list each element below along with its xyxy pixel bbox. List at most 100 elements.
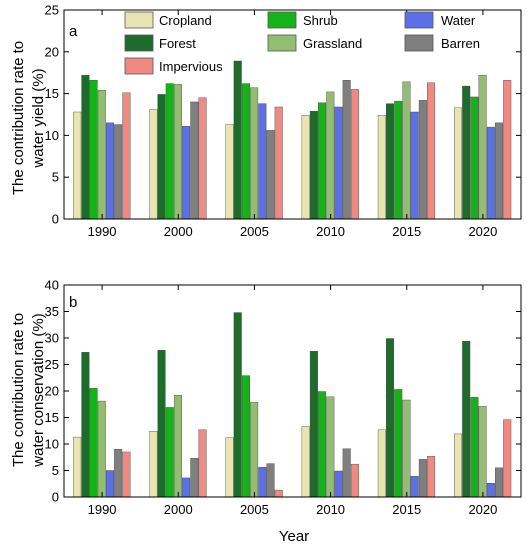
panel-b-bar-impervious-2020 (503, 419, 512, 498)
legend-label-water: Water (441, 13, 476, 28)
panel-a-bar-cropland-2020 (454, 107, 463, 220)
panel-a-bar-impervious-2000 (198, 97, 207, 220)
panel-b-bar-barren-2005 (266, 463, 275, 498)
panel-a-bar-shrub-2005 (241, 83, 250, 220)
panel-b-bar-impervious-2015 (427, 455, 436, 498)
panel-a-bar-water-2020 (486, 126, 495, 220)
panel-b-bar-cropland-2015 (377, 429, 386, 498)
panel-a-xtick-label-1: 2000 (164, 224, 193, 239)
panel-a-bar-impervious-2010 (350, 89, 359, 220)
panel-b-bar-water-2020 (486, 483, 495, 498)
panel-b-xtick-label-3: 2010 (316, 502, 345, 517)
panel-b-bar-forest-2005 (233, 312, 242, 498)
panel-a-bar-barren-2005 (266, 130, 275, 220)
panel-b-bar-shrub-1990 (89, 388, 98, 498)
panel-a-ylabel-line2: water yield (%) (30, 68, 47, 168)
legend-swatch-cropland (124, 11, 154, 29)
panel-a-bar-cropland-2010 (301, 115, 310, 220)
panel-a-bar-grassland-2015 (402, 81, 411, 220)
panel-b-bar-water-2000 (182, 477, 191, 498)
panel-b-bar-shrub-2015 (394, 389, 403, 498)
panel-a-bar-impervious-2020 (503, 80, 512, 220)
panel-a-bar-barren-2010 (342, 80, 351, 220)
panel-b: The contribution rate to water conservat… (10, 278, 522, 517)
legend-label-barren: Barren (441, 36, 480, 51)
panel-b-ytick-label-3: 15 (45, 410, 59, 425)
panel-a-bar-shrub-2010 (318, 102, 327, 220)
panel-b-bar-water-1990 (105, 470, 114, 498)
panel-a-bar-barren-1990 (114, 124, 123, 220)
panel-b-bar-cropland-2020 (454, 433, 463, 498)
panel-a-ylabel-line1: The contribution rate to (10, 41, 27, 195)
panel-a-label: a (69, 23, 78, 40)
panel-b-ylabel-line2: water conservation (%) (30, 313, 47, 467)
panel-b-bar-barren-2010 (342, 448, 351, 498)
panel-a-bar-cropland-2015 (377, 115, 386, 220)
panel-b-bar-cropland-2010 (301, 426, 310, 498)
panel-a-bar-grassland-2010 (326, 91, 335, 220)
panel-b-ytick-label-2: 10 (45, 437, 59, 452)
panel-a-bar-shrub-1990 (89, 80, 98, 220)
legend-label-impervious: Impervious (159, 59, 223, 74)
legend-swatch-forest (124, 34, 154, 52)
panel-a-bar-cropland-2005 (225, 124, 234, 220)
panel-b-bar-shrub-2005 (241, 375, 250, 498)
panel-b-bar-grassland-2020 (478, 406, 487, 498)
panel-a-xtick-label-0: 1990 (88, 224, 117, 239)
legend-swatch-shrub (267, 11, 297, 29)
panel-a-ytick-label-3: 15 (45, 86, 59, 101)
panel-b-bar-impervious-2005 (274, 489, 283, 498)
panel-b-ytick-label-7: 35 (45, 304, 59, 319)
panel-b-xtick-label-1: 2000 (164, 502, 193, 517)
panel-b-ytick-label-5: 25 (45, 357, 59, 372)
panel-b-frame (63, 284, 522, 498)
panel-a-bar-barren-2000 (190, 101, 199, 220)
panel-a-ytick-label-1: 5 (52, 170, 59, 185)
panel-a-bar-water-2015 (410, 111, 419, 220)
panel-b-bar-shrub-2000 (165, 407, 174, 498)
panel-b-ytick-label-0: 0 (52, 490, 59, 505)
panel-b-bar-shrub-2010 (318, 391, 327, 498)
panel-a-bar-grassland-2005 (250, 87, 259, 220)
panel-b-plot: 0 5 10 15 20 25 30 35 40 1990 2000 2005 2010 2015 2020 (45, 278, 522, 517)
panel-b-xtick-label-5: 2020 (468, 502, 497, 517)
legend-swatch-water (404, 11, 434, 29)
legend-label-grassland: Grassland (303, 36, 362, 51)
panel-a-bar-water-2000 (182, 126, 191, 220)
panel-a-bar-water-2005 (258, 103, 267, 220)
panel-a-frame (63, 9, 522, 220)
panel-b-label: b (69, 294, 77, 311)
panel-b-bar-forest-2010 (309, 351, 318, 498)
panel-b-bar-grassland-2015 (402, 399, 411, 498)
panel-a-bar-water-2010 (334, 106, 343, 220)
panel-b-bar-impervious-2000 (198, 429, 207, 498)
panel-a-bar-forest-2010 (309, 110, 318, 220)
legend-label-shrub: Shrub (303, 13, 338, 28)
panel-a-bar-forest-1990 (81, 75, 90, 220)
panel-a-xtick-label-3: 2010 (316, 224, 345, 239)
legend-label-cropland: Cropland (159, 13, 212, 28)
panel-a-ytick-label-5: 25 (45, 3, 59, 18)
panel-a-bar-cropland-1990 (73, 111, 82, 220)
panel-b-ytick-label-6: 30 (45, 331, 59, 346)
panel-b-bar-impervious-2010 (350, 463, 359, 498)
panel-b-xtick-label-2: 2005 (240, 502, 269, 517)
panel-a-bar-barren-2020 (495, 122, 504, 220)
panel-a-bar-water-1990 (105, 122, 114, 220)
panel-a-bar-forest-2020 (462, 85, 471, 220)
panel-b-bar-cropland-2005 (225, 437, 234, 498)
panel-a-bar-forest-2015 (386, 103, 395, 220)
panel-b-bar-forest-2020 (462, 340, 471, 498)
panel-a-ytick-label-2: 10 (45, 128, 59, 143)
panel-b-ytick-label-8: 40 (45, 278, 59, 293)
panel-a-bar-shrub-2000 (165, 83, 174, 220)
panel-b-bar-grassland-2010 (326, 396, 335, 498)
legend-swatch-impervious (124, 57, 154, 75)
panel-b-bar-forest-2000 (157, 349, 166, 498)
panel-b-ytick-label-4: 20 (45, 384, 59, 399)
panel-b-bar-impervious-1990 (122, 451, 131, 498)
panel-b-bar-cropland-2000 (149, 431, 158, 498)
panel-b-bar-water-2005 (258, 467, 267, 498)
